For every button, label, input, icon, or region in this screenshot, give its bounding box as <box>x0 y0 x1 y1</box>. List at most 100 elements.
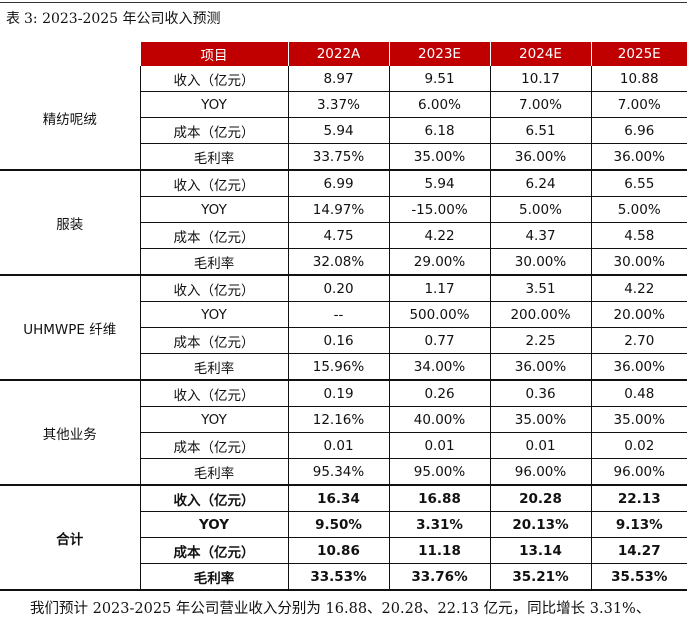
value-cell: 4.37 <box>490 222 592 249</box>
value-cell: 6.00% <box>389 91 491 118</box>
metric-label: 成本（亿元） <box>140 117 289 144</box>
metric-label: 收入（亿元） <box>140 275 289 302</box>
value-cell: 6.24 <box>490 170 592 197</box>
value-cell: 0.20 <box>288 275 390 302</box>
value-cell: 36.00% <box>490 143 592 171</box>
table-row: UHMWPE 纤维 收入（亿元） 0.20 1.17 3.51 4.22 <box>0 275 687 381</box>
value-cell: 14.27 <box>591 537 687 564</box>
value-cell: 22.13 <box>591 485 687 512</box>
table-row: 毛利率 15.96% 34.00% 36.00% 36.00% <box>0 353 687 381</box>
header-year: 2024E <box>490 42 592 66</box>
value-cell: 7.00% <box>591 91 687 118</box>
value-cell: 0.01 <box>389 432 491 459</box>
table-row: 服装 收入（亿元） 6.99 5.94 6.24 6.55 <box>0 170 687 276</box>
metric-label: 毛利率 <box>140 458 289 486</box>
value-cell: 6.18 <box>389 117 491 144</box>
table-row: 毛利率 32.08% 29.00% 30.00% 30.00% <box>0 248 687 276</box>
metric-label: 毛利率 <box>140 248 289 276</box>
value-cell: 35.00% <box>490 406 592 433</box>
value-cell: 6.51 <box>490 117 592 144</box>
value-cell: 11.18 <box>389 537 491 564</box>
value-cell: 0.26 <box>389 380 491 407</box>
table-row: 成本（亿元） 4.75 4.22 4.37 4.58 <box>0 222 687 249</box>
caption-title: 2023-2025 年公司收入预测 <box>42 11 221 27</box>
group-name: 精纺呢绒 <box>0 66 141 171</box>
group-name: 合计 <box>0 485 141 591</box>
value-cell: 9.13% <box>591 511 687 538</box>
value-cell: 500.00% <box>389 301 491 328</box>
metric-label: 收入（亿元） <box>140 66 289 92</box>
metric-label: 收入（亿元） <box>140 485 289 512</box>
revenue-forecast-table: 项目 2022A 2023E 2024E 2025E 精纺呢绒 收入（亿元） 8.9… <box>0 42 687 591</box>
value-cell: 3.31% <box>389 511 491 538</box>
value-cell: 0.01 <box>288 432 390 459</box>
value-cell: 9.51 <box>389 66 491 92</box>
table-row: 其他业务 收入（亿元） 0.19 0.26 0.36 0.48 <box>0 380 687 486</box>
value-cell: 4.58 <box>591 222 687 249</box>
metric-label: 成本（亿元） <box>140 537 289 564</box>
header-item: 项目 <box>140 42 289 66</box>
value-cell: 14.97% <box>288 196 390 223</box>
metric-label: YOY <box>140 406 289 433</box>
value-cell: 6.99 <box>288 170 390 197</box>
header-year: 2025E <box>591 42 687 66</box>
metric-label: YOY <box>140 196 289 223</box>
table-row: 精纺呢绒 收入（亿元） 8.97 9.51 10.17 10.88 <box>0 66 687 171</box>
group-name: 其他业务 <box>0 380 141 486</box>
value-cell: 0.48 <box>591 380 687 407</box>
table-row: YOY 3.37% 6.00% 7.00% 7.00% <box>0 91 687 118</box>
value-cell: -15.00% <box>389 196 491 223</box>
value-cell: 96.00% <box>490 458 592 486</box>
value-cell: 33.53% <box>288 563 390 591</box>
table-row: 成本（亿元） 5.94 6.18 6.51 6.96 <box>0 117 687 144</box>
metric-label: YOY <box>140 301 289 328</box>
value-cell: 5.00% <box>591 196 687 223</box>
table-row: YOY -- 500.00% 200.00% 20.00% <box>0 301 687 328</box>
value-cell: 0.36 <box>490 380 592 407</box>
table-row: 成本（亿元） 0.16 0.77 2.25 2.70 <box>0 327 687 354</box>
metric-label: 成本（亿元） <box>140 222 289 249</box>
metric-label: 成本（亿元） <box>140 432 289 459</box>
value-cell: 33.76% <box>389 563 491 591</box>
value-cell: 34.00% <box>389 353 491 381</box>
header-blank <box>0 42 141 66</box>
value-cell: 16.88 <box>389 485 491 512</box>
value-cell: 16.34 <box>288 485 390 512</box>
value-cell: 10.17 <box>490 66 592 92</box>
value-cell: 4.22 <box>591 275 687 302</box>
table-row: 毛利率 33.75% 35.00% 36.00% 36.00% <box>0 143 687 171</box>
value-cell: 7.00% <box>490 91 592 118</box>
table-row: YOY 9.50% 3.31% 20.13% 9.13% <box>0 511 687 538</box>
value-cell: 2.25 <box>490 327 592 354</box>
value-cell: 95.34% <box>288 458 390 486</box>
value-cell: 20.13% <box>490 511 592 538</box>
metric-label: 毛利率 <box>140 563 289 591</box>
table-caption: 表 3: 2023-2025 年公司收入预测 <box>6 9 221 29</box>
value-cell: 3.37% <box>288 91 390 118</box>
value-cell: 4.22 <box>389 222 491 249</box>
value-cell: 1.17 <box>389 275 491 302</box>
value-cell: 36.00% <box>591 353 687 381</box>
value-cell: 10.88 <box>591 66 687 92</box>
value-cell: 4.75 <box>288 222 390 249</box>
value-cell: 6.55 <box>591 170 687 197</box>
value-cell: 35.00% <box>389 143 491 171</box>
table-row: 毛利率 33.53% 33.76% 35.21% 35.53% <box>0 563 687 591</box>
value-cell: 13.14 <box>490 537 592 564</box>
value-cell: 35.53% <box>591 563 687 591</box>
value-cell: 30.00% <box>591 248 687 276</box>
value-cell: 0.16 <box>288 327 390 354</box>
header-year: 2023E <box>389 42 491 66</box>
value-cell: 30.00% <box>490 248 592 276</box>
value-cell: 36.00% <box>490 353 592 381</box>
metric-label: 毛利率 <box>140 353 289 381</box>
value-cell: 10.86 <box>288 537 390 564</box>
value-cell: 36.00% <box>591 143 687 171</box>
header-row: 项目 2022A 2023E 2024E 2025E <box>0 42 687 66</box>
value-cell: 5.00% <box>490 196 592 223</box>
body-paragraph: 我们预计 2023-2025 年公司营业收入分别为 16.88、20.28、22… <box>30 601 651 617</box>
value-cell: 96.00% <box>591 458 687 486</box>
value-cell: 3.51 <box>490 275 592 302</box>
header-year: 2022A <box>288 42 390 66</box>
value-cell: -- <box>288 301 390 328</box>
